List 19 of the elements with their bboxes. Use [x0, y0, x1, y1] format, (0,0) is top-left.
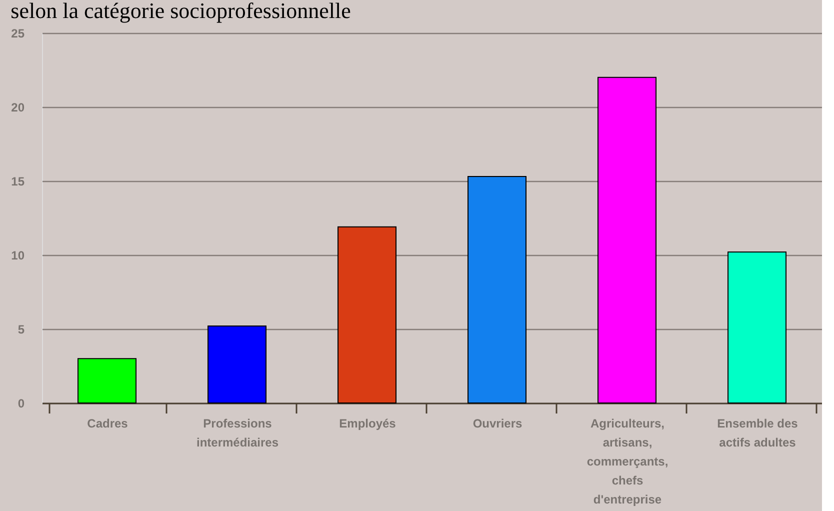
x-tick-label: Employés	[339, 416, 396, 430]
y-tick-label: 0	[18, 396, 25, 410]
y-tick-label: 25	[11, 26, 25, 40]
y-tick-label: 20	[11, 100, 25, 114]
x-tick-label: Agriculteurs, artisans, commerçants, chefs d'entreprise	[586, 416, 668, 506]
bar	[728, 252, 786, 404]
x-tick-label: Ouvriers	[472, 416, 523, 430]
x-tick-label: Professions intermédiaires	[196, 416, 279, 450]
bar	[208, 326, 266, 404]
y-tick-label: 5	[18, 322, 25, 336]
chart-title: selon la catégorie socioprofessionnelle	[10, 0, 351, 23]
x-tick-label: Cadres	[87, 416, 128, 430]
bar	[598, 76, 656, 404]
bar	[78, 358, 136, 404]
bar	[468, 176, 526, 404]
y-tick-label: 15	[11, 174, 25, 188]
x-tick-label: Ensemble des actifs adultes	[717, 416, 798, 450]
bar	[338, 226, 396, 404]
y-tick-label: 10	[11, 248, 25, 262]
